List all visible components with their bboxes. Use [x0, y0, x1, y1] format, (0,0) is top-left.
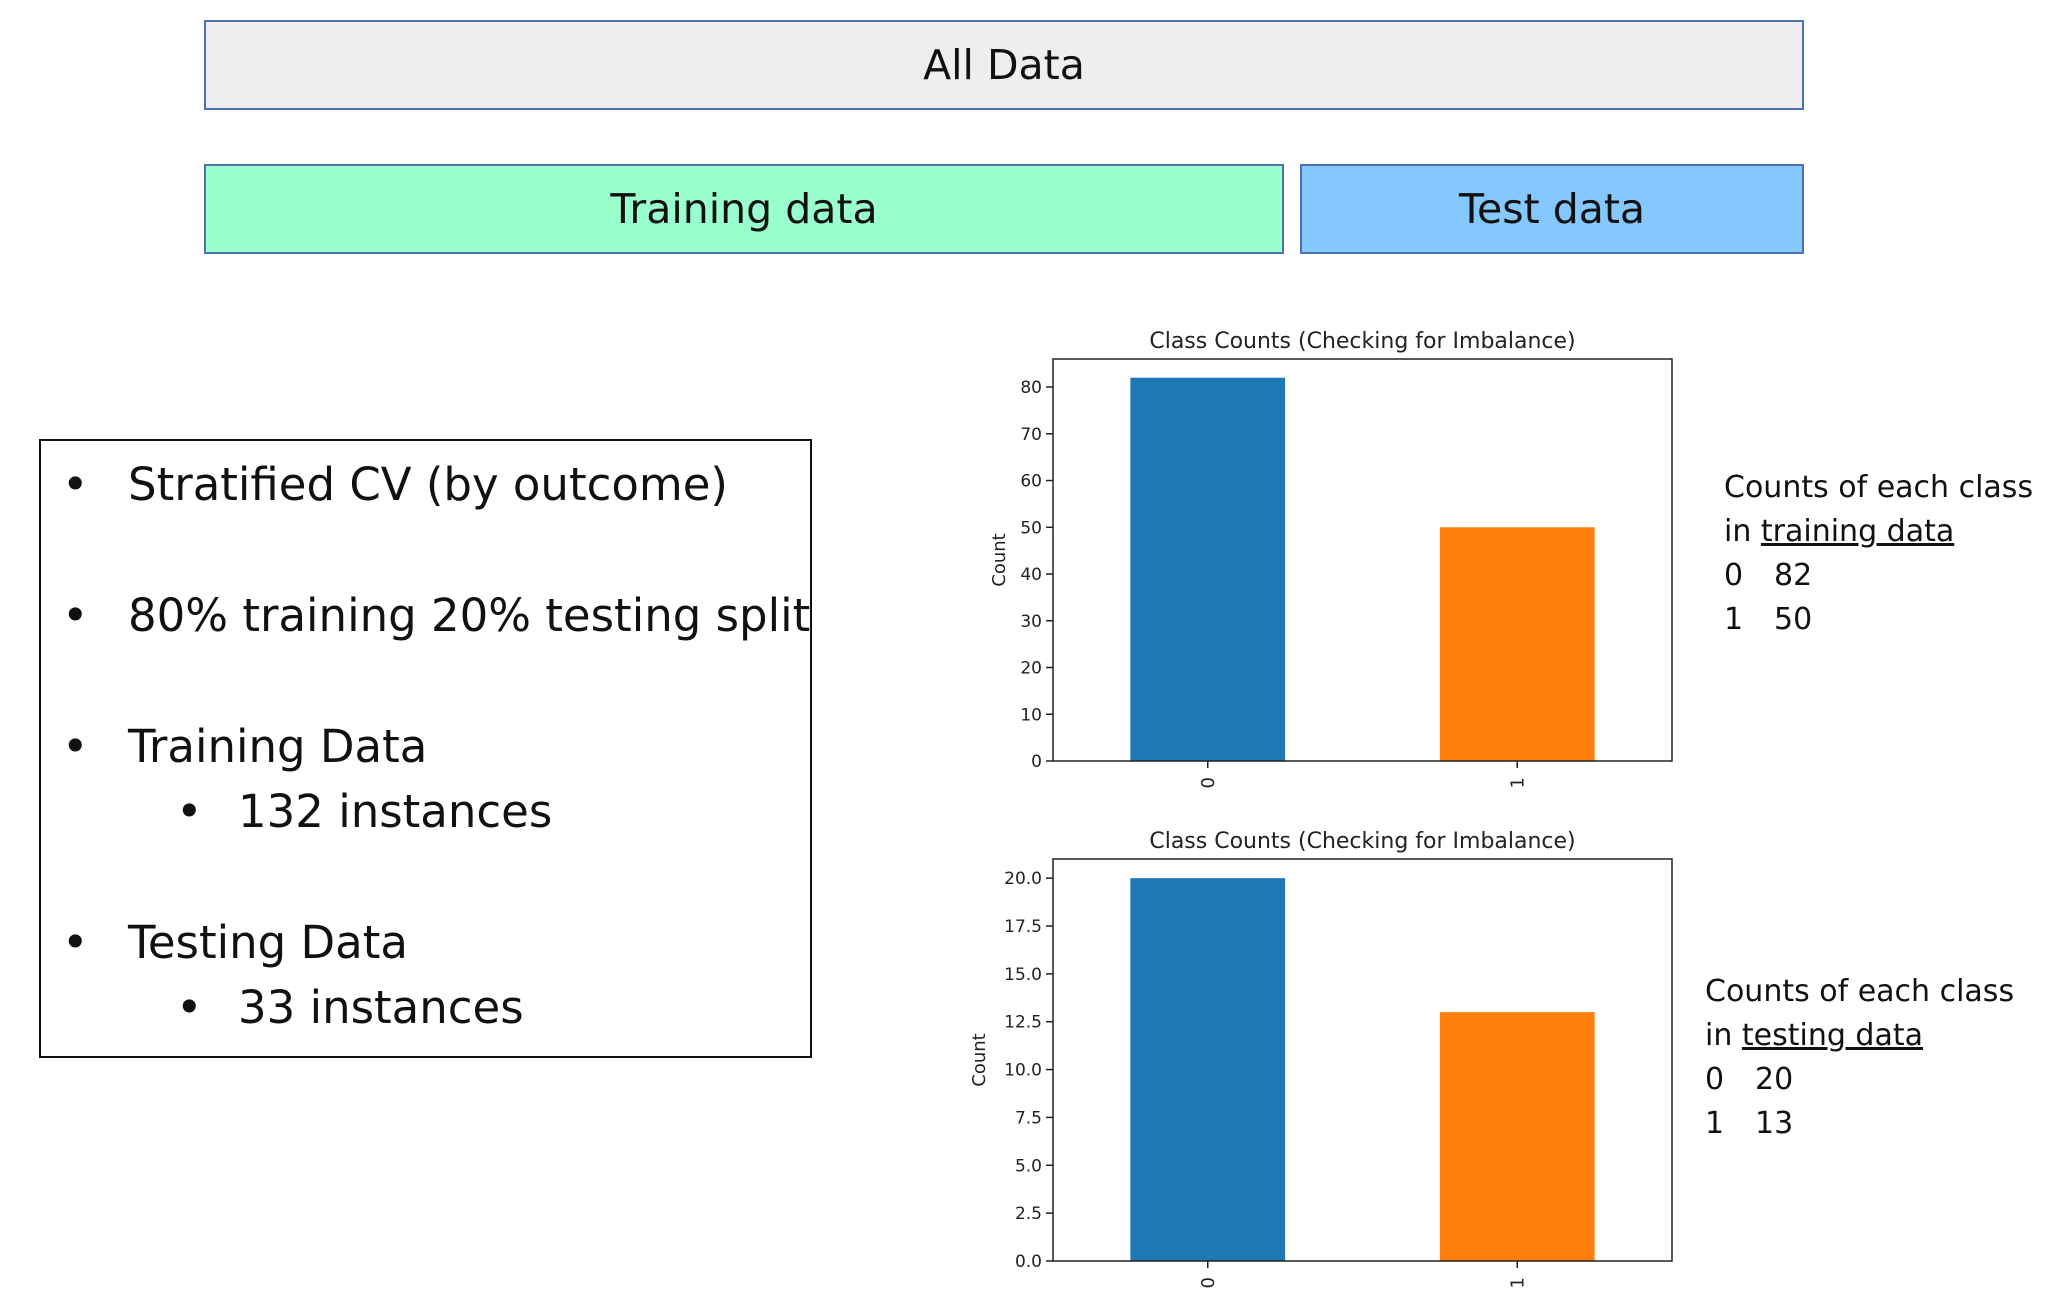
counts-subheading: in training data	[1724, 510, 2033, 554]
y-tick-label: 5.0	[1015, 1156, 1042, 1176]
bullet-testing-instances: • 33 instances	[176, 981, 524, 1034]
counts-prefix: in	[1705, 1018, 1742, 1053]
y-tick-label: 60	[1020, 472, 1042, 492]
test-data-label: Test data	[1458, 185, 1646, 233]
class-count: 20	[1755, 1062, 1794, 1097]
class-label: 0	[1705, 1062, 1725, 1097]
bar-1	[1439, 1012, 1595, 1261]
bullet-split: • 80% training 20% testing split	[62, 589, 811, 642]
bullet-text: 132 instances	[238, 785, 553, 838]
y-axis-label: Count	[989, 533, 1010, 586]
plot-frame	[1052, 358, 1673, 762]
bar-1	[1439, 527, 1595, 761]
counts-row: 1 50	[1724, 598, 2033, 642]
bullet-testing-data: • Testing Data	[62, 916, 408, 969]
y-tick-label: 17.5	[1004, 917, 1042, 937]
bar-0	[1130, 377, 1286, 761]
bullet-dot: •	[62, 589, 89, 642]
bullet-training-instances: • 132 instances	[176, 785, 553, 838]
all-data-label: All Data	[923, 41, 1085, 89]
class-count: 13	[1755, 1106, 1794, 1141]
class-count: 50	[1774, 602, 1813, 637]
info-box	[39, 439, 812, 1058]
chart-title: Class Counts (Checking for Imbalance)	[1149, 829, 1575, 854]
counts-underlined: testing data	[1741, 1018, 1924, 1053]
class-label: 0	[1724, 558, 1744, 593]
counts-prefix: in	[1724, 514, 1761, 549]
bullet-text: Training Data	[128, 720, 428, 773]
chart-title: Class Counts (Checking for Imbalance)	[1149, 329, 1575, 354]
training-class-chart: Class Counts (Checking for Imbalance)0 10…	[989, 329, 1673, 788]
class-label: 1	[1724, 602, 1744, 637]
y-tick-label: 50	[1020, 518, 1042, 538]
counts-row: 0 82	[1724, 554, 2033, 598]
y-tick-label: 20	[1020, 659, 1042, 679]
x-tick-label: 1	[1507, 777, 1528, 788]
counts-heading: Counts of each class	[1724, 470, 2034, 505]
bullet-text: Stratified CV (by outcome)	[128, 458, 728, 511]
y-tick-label: 10	[1020, 705, 1042, 725]
y-tick-label: 7.5	[1015, 1108, 1042, 1128]
training-data-box: Training data	[204, 164, 1284, 254]
bullet-training-data: • Training Data	[62, 720, 428, 773]
test-data-box: Test data	[1300, 164, 1804, 254]
bar-0	[1130, 878, 1286, 1261]
testing-counts: Counts of each class in testing data 0 20…	[1705, 970, 2014, 1146]
y-tick-label: 15.0	[1004, 965, 1042, 985]
bullet-stratified: • Stratified CV (by outcome)	[62, 458, 728, 511]
bullet-dot: •	[176, 785, 203, 838]
y-tick-label: 70	[1020, 425, 1042, 445]
x-tick-label: 0	[1198, 1277, 1219, 1288]
training-data-label: Training data	[610, 185, 878, 233]
y-tick-label: 20.0	[1004, 869, 1042, 889]
y-tick-label: 80	[1020, 378, 1042, 398]
y-tick-label: 40	[1020, 565, 1042, 585]
bullet-text: 80% training 20% testing split	[128, 589, 811, 642]
class-label: 1	[1705, 1106, 1725, 1141]
x-tick-label: 0	[1198, 777, 1219, 788]
testing-class-chart: Class Counts (Checking for Imbalance)0 10…	[969, 829, 1673, 1288]
y-tick-label: 12.5	[1004, 1013, 1042, 1033]
bullet-dot: •	[62, 458, 89, 511]
x-tick-label: 1	[1507, 1277, 1528, 1288]
y-tick-label: 30	[1020, 612, 1042, 632]
y-tick-label: 10.0	[1004, 1061, 1042, 1081]
bullet-dot: •	[176, 981, 203, 1034]
counts-heading: Counts of each class	[1705, 974, 2015, 1009]
counts-subheading: in testing data	[1705, 1014, 2014, 1058]
counts-row: 0 20	[1705, 1058, 2014, 1102]
y-tick-label: 0	[1031, 752, 1042, 772]
class-count: 82	[1774, 558, 1813, 593]
bullet-dot: •	[62, 720, 89, 773]
y-tick-label: 2.5	[1015, 1204, 1042, 1224]
y-tick-label: 0.0	[1015, 1252, 1042, 1272]
counts-row: 1 13	[1705, 1102, 2014, 1146]
bullet-text: 33 instances	[238, 981, 524, 1034]
plot-frame	[1052, 858, 1673, 1262]
y-axis-label: Count	[969, 1033, 990, 1086]
bullet-text: Testing Data	[128, 916, 408, 969]
all-data-box: All Data	[204, 20, 1804, 110]
counts-underlined: training data	[1760, 514, 1955, 549]
bullet-dot: •	[62, 916, 89, 969]
